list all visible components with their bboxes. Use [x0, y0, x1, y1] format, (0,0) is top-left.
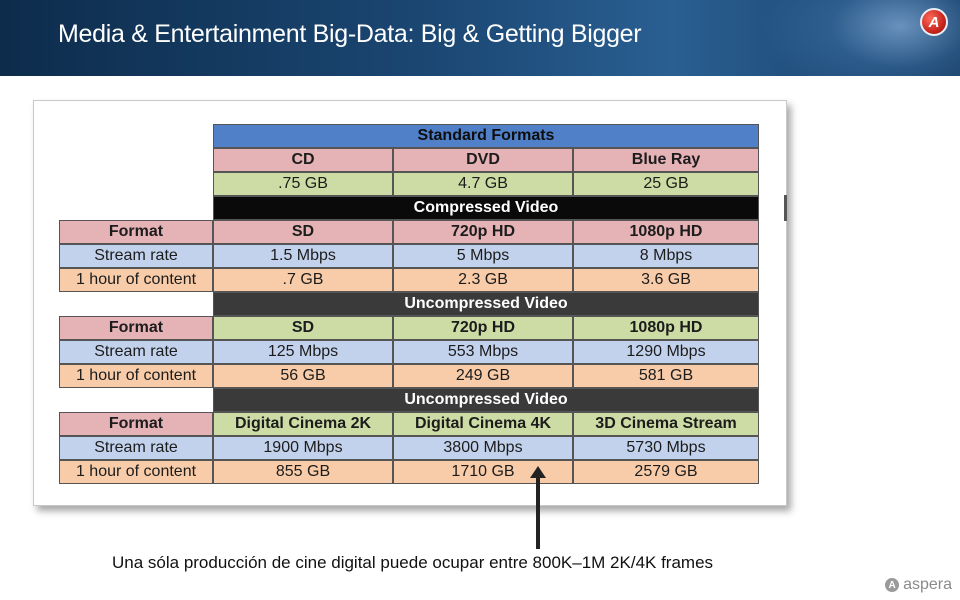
- standard-formats-header: Standard Formats: [213, 124, 759, 148]
- standard-size-cd: .75 GB: [213, 172, 393, 196]
- aspera-brand-name: aspera: [903, 576, 952, 593]
- compressed-stream-720p: 5 Mbps: [393, 244, 573, 268]
- panel-edge-mark: [784, 195, 787, 221]
- cinema-stream-2k: 1900 Mbps: [213, 436, 393, 460]
- slide-caption: Una sóla producción de cine digital pued…: [112, 553, 714, 572]
- uncompressed-format-720p: 720p HD: [393, 316, 573, 340]
- uncompressed-hour-720p: 249 GB: [393, 364, 573, 388]
- cinema-stream-label: Stream rate: [59, 436, 213, 460]
- aspera-logo-icon: A: [920, 8, 948, 36]
- uncompressed-format-label: Format: [59, 316, 213, 340]
- uncompressed-video-header: Uncompressed Video: [213, 292, 759, 316]
- cinema-hour-2k: 855 GB: [213, 460, 393, 484]
- compressed-stream-1080p: 8 Mbps: [573, 244, 759, 268]
- standard-size-dvd: 4.7 GB: [393, 172, 573, 196]
- compressed-video-header: Compressed Video: [213, 196, 759, 220]
- compressed-stream-label: Stream rate: [59, 244, 213, 268]
- cinema-stream-4k: 3800 Mbps: [393, 436, 573, 460]
- standard-col-cd: CD: [213, 148, 393, 172]
- cinema-format-2k: Digital Cinema 2K: [213, 412, 393, 436]
- compressed-format-1080p: 1080p HD: [573, 220, 759, 244]
- uncompressed-hour-sd: 56 GB: [213, 364, 393, 388]
- aspera-brand: A aspera: [885, 576, 952, 594]
- cinema-hour-label: 1 hour of content: [59, 460, 213, 484]
- compressed-format-sd: SD: [213, 220, 393, 244]
- compressed-stream-sd: 1.5 Mbps: [213, 244, 393, 268]
- compressed-hour-1080p: 3.6 GB: [573, 268, 759, 292]
- uncompressed-stream-sd: 125 Mbps: [213, 340, 393, 364]
- cinema-video-header: Uncompressed Video: [213, 388, 759, 412]
- uncompressed-format-1080p: 1080p HD: [573, 316, 759, 340]
- compressed-format-label: Format: [59, 220, 213, 244]
- cinema-format-3d: 3D Cinema Stream: [573, 412, 759, 436]
- pointer-arrow-shaft: [536, 471, 540, 549]
- compressed-hour-720p: 2.3 GB: [393, 268, 573, 292]
- page-title: Media & Entertainment Big-Data: Big & Ge…: [58, 20, 642, 48]
- slide-header: Media & Entertainment Big-Data: Big & Ge…: [0, 0, 960, 76]
- uncompressed-hour-1080p: 581 GB: [573, 364, 759, 388]
- compressed-hour-label: 1 hour of content: [59, 268, 213, 292]
- uncompressed-stream-1080p: 1290 Mbps: [573, 340, 759, 364]
- standard-col-dvd: DVD: [393, 148, 573, 172]
- compressed-hour-sd: .7 GB: [213, 268, 393, 292]
- aspera-mark-icon: A: [885, 578, 900, 592]
- uncompressed-stream-label: Stream rate: [59, 340, 213, 364]
- compressed-format-720p: 720p HD: [393, 220, 573, 244]
- uncompressed-stream-720p: 553 Mbps: [393, 340, 573, 364]
- pointer-arrow-head-icon: [530, 466, 546, 478]
- cinema-format-4k: Digital Cinema 4K: [393, 412, 573, 436]
- cinema-format-label: Format: [59, 412, 213, 436]
- cinema-stream-3d: 5730 Mbps: [573, 436, 759, 460]
- cinema-hour-4k: 1710 GB: [393, 460, 573, 484]
- cinema-hour-3d: 2579 GB: [573, 460, 759, 484]
- standard-col-blueray: Blue Ray: [573, 148, 759, 172]
- uncompressed-format-sd: SD: [213, 316, 393, 340]
- uncompressed-hour-label: 1 hour of content: [59, 364, 213, 388]
- standard-size-blueray: 25 GB: [573, 172, 759, 196]
